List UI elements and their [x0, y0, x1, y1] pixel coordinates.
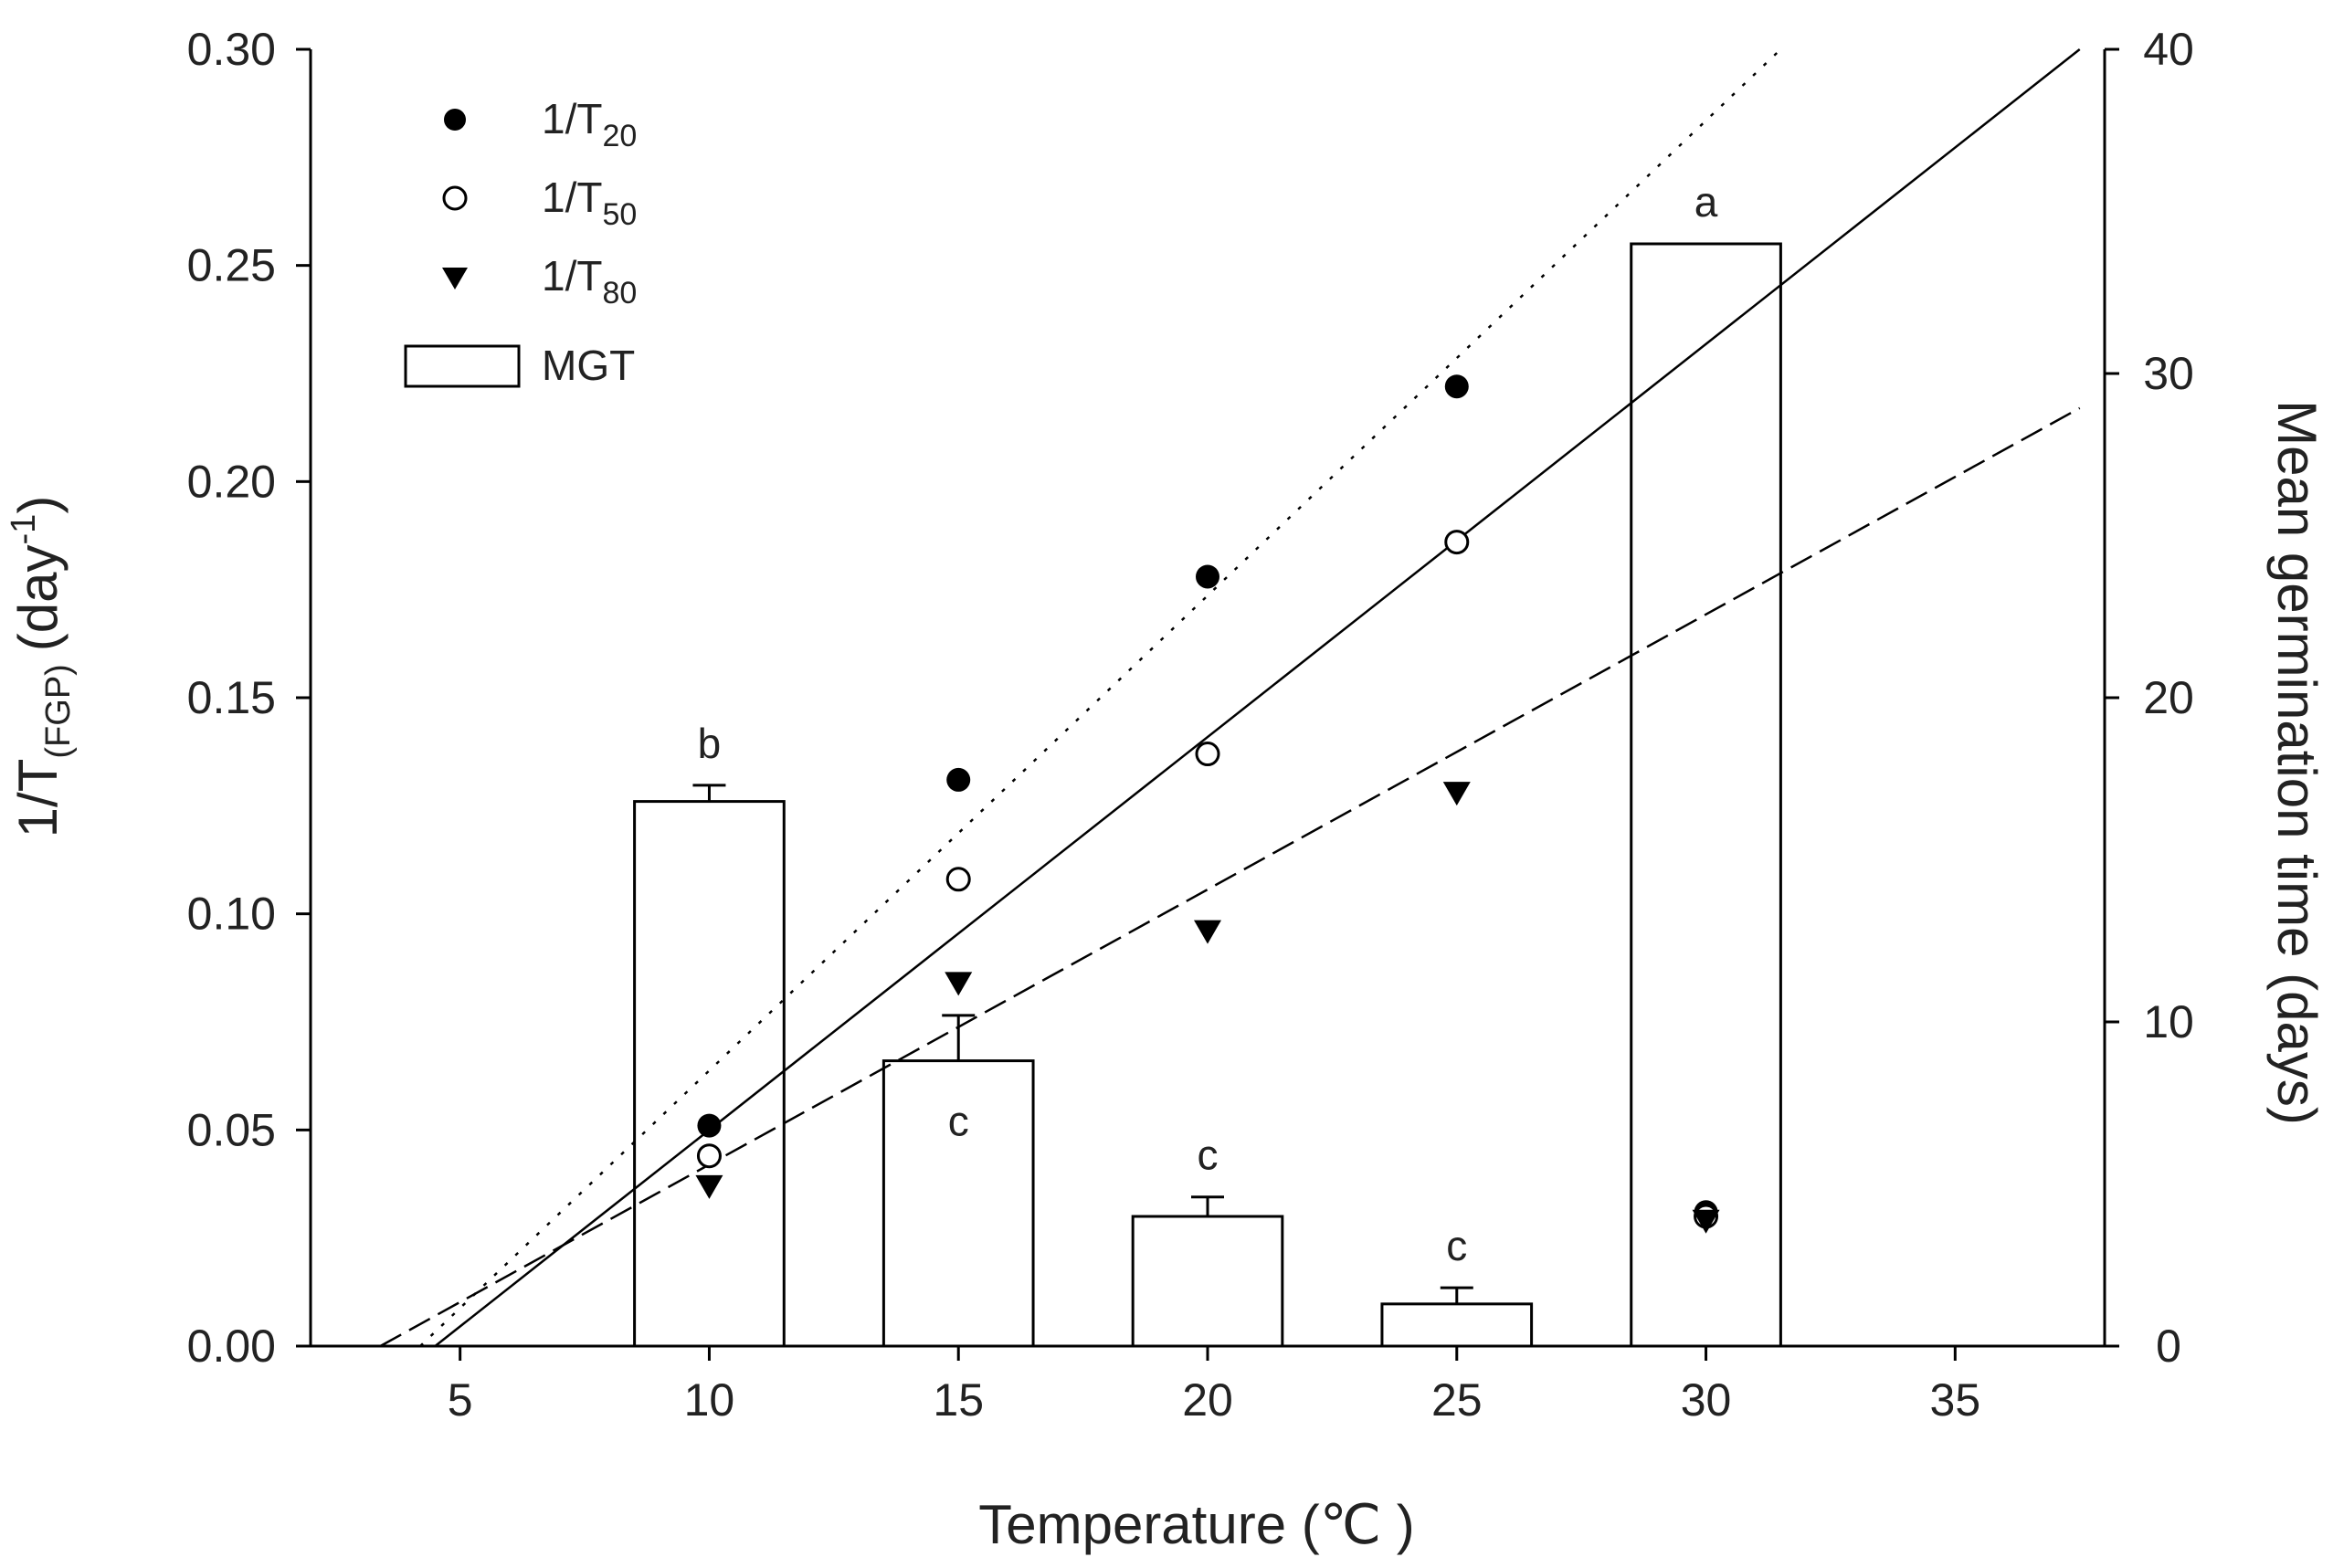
mgt-bar-10: [633, 800, 786, 1348]
legend-mgt-label: MGT: [542, 342, 635, 389]
y-right-tick-label-0: 0: [2156, 1321, 2181, 1372]
y-left-tick-label-6: 0.30: [187, 24, 276, 75]
y-left-title-prefix: 1/T: [7, 759, 69, 838]
y-right-tick-label-4: 40: [2143, 24, 2194, 75]
y-left-title-subscript: (FGP): [39, 664, 78, 758]
point-1-t80-30: [1692, 1209, 1720, 1234]
legend-t80-label: 1/T80: [542, 252, 637, 310]
axes-layer: 5 10 15 20 25 30 35 0.00 0.05 0.10 0.15 0.20 0.25 0.3…: [187, 24, 2194, 1426]
y-left-title-unit: (day: [7, 544, 69, 651]
legend-t20-label: 1/T20: [542, 95, 637, 153]
y-right-tick-label-3: 30: [2143, 348, 2194, 399]
legend-t80-prefix: 1/T: [542, 252, 602, 300]
x-tick-label-20: 20: [1182, 1374, 1233, 1426]
bars-layer: b c c c a: [633, 178, 1782, 1348]
point-1-t50-15: [945, 867, 971, 892]
y-left-tick-label-5: 0.25: [187, 240, 276, 291]
point-1-t50-25: [1444, 530, 1470, 555]
x-tick-label-15: 15: [933, 1374, 984, 1426]
y-right-tick-label-1: 10: [2143, 996, 2194, 1047]
fit-line-dotted: [419, 48, 1782, 1347]
legend-t80-marker: [442, 268, 468, 289]
point-1-t80-25: [1442, 782, 1471, 806]
legend-t20-marker: [444, 109, 466, 131]
mgt-letter-30: a: [1694, 178, 1718, 226]
fit-line-dashed: [379, 406, 2081, 1348]
point-1-t80-20: [1194, 920, 1221, 944]
x-tick-label-35: 35: [1930, 1374, 1981, 1426]
y-right-axis-title: Mean germination time (days): [2266, 400, 2328, 1125]
mgt-bar-20: [1131, 1215, 1284, 1348]
y-left-title-superscript: -1: [5, 514, 43, 545]
y-right-tick-label-2: 20: [2143, 672, 2194, 723]
legend-t20-sub: 20: [602, 119, 637, 153]
x-axis-title: Temperature (℃ ): [978, 1494, 1415, 1555]
legend-t50-prefix: 1/T: [542, 174, 602, 221]
y-left-title-suffix: ): [7, 496, 69, 514]
y-left-tick-label-2: 0.10: [187, 889, 276, 940]
x-tick-label-5: 5: [448, 1374, 473, 1426]
mgt-letter-15: c: [948, 1098, 969, 1145]
points-layer: [695, 374, 1720, 1234]
mgt-bar-30: [1630, 242, 1782, 1348]
legend-t20-prefix: 1/T: [542, 95, 602, 142]
x-tick-label-30: 30: [1681, 1374, 1732, 1426]
point-1-t20-25: [1444, 374, 1469, 399]
point-1-t50-20: [1195, 742, 1220, 767]
fit-line-solid: [434, 48, 2081, 1347]
legend: 1/T20 1/T50 1/T80 MGT: [404, 95, 637, 389]
point-1-t80-10: [695, 1174, 723, 1199]
point-1-t50-10: [696, 1143, 722, 1169]
x-tick-label-25: 25: [1431, 1374, 1483, 1426]
legend-t50-sub: 50: [602, 197, 637, 232]
y-left-tick-label-3: 0.15: [187, 672, 276, 723]
mgt-letter-25: c: [1446, 1222, 1467, 1269]
point-1-t20-10: [697, 1113, 722, 1138]
x-tick-label-10: 10: [684, 1374, 735, 1426]
y-left-axis-title: 1/T(FGP) (day-1): [5, 496, 78, 838]
y-left-tick-label-1: 0.05: [187, 1104, 276, 1155]
mgt-letter-20: c: [1198, 1131, 1219, 1179]
point-1-t20-20: [1196, 564, 1219, 589]
y-left-tick-label-4: 0.20: [187, 456, 276, 507]
legend-t50-marker: [442, 185, 468, 211]
point-1-t80-15: [945, 972, 973, 996]
mgt-letter-10: b: [698, 720, 722, 767]
legend-mgt-marker: [404, 344, 521, 388]
point-1-t20-15: [946, 767, 971, 792]
y-left-tick-label-0: 0.00: [187, 1321, 276, 1372]
legend-t50-label: 1/T50: [542, 174, 637, 232]
legend-t80-sub: 80: [602, 276, 637, 310]
mgt-bar-25: [1380, 1302, 1534, 1348]
